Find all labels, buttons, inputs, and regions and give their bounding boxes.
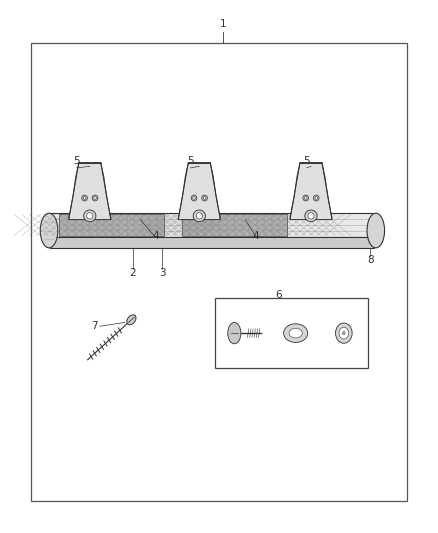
Text: 4: 4: [152, 231, 159, 240]
Text: 4: 4: [253, 231, 260, 240]
Polygon shape: [59, 214, 164, 236]
Text: 3: 3: [159, 268, 166, 278]
Text: 1: 1: [220, 19, 227, 29]
Ellipse shape: [303, 195, 308, 201]
Ellipse shape: [92, 195, 98, 201]
Ellipse shape: [343, 332, 345, 335]
Ellipse shape: [81, 195, 87, 201]
Text: 7: 7: [91, 321, 98, 331]
Ellipse shape: [314, 195, 319, 201]
Ellipse shape: [94, 197, 96, 199]
Text: 2: 2: [129, 268, 136, 278]
Polygon shape: [178, 163, 220, 220]
Ellipse shape: [289, 328, 302, 338]
Text: 5: 5: [303, 156, 310, 166]
Bar: [31, 43, 407, 501]
Ellipse shape: [84, 210, 96, 222]
Ellipse shape: [40, 213, 58, 248]
Ellipse shape: [193, 210, 205, 222]
Polygon shape: [69, 163, 111, 220]
Ellipse shape: [201, 195, 208, 201]
Polygon shape: [290, 163, 332, 220]
Ellipse shape: [304, 197, 307, 199]
Ellipse shape: [339, 327, 349, 339]
Ellipse shape: [193, 197, 195, 199]
Ellipse shape: [367, 213, 385, 248]
Text: 5: 5: [187, 156, 194, 166]
Polygon shape: [182, 214, 287, 236]
Ellipse shape: [336, 323, 352, 343]
Ellipse shape: [315, 197, 318, 199]
Ellipse shape: [191, 195, 197, 201]
Polygon shape: [50, 237, 374, 248]
Ellipse shape: [127, 315, 136, 325]
Bar: [215, 298, 368, 368]
Text: 5: 5: [73, 156, 80, 166]
Ellipse shape: [305, 210, 317, 222]
Text: 8: 8: [367, 255, 374, 264]
Ellipse shape: [83, 197, 86, 199]
Ellipse shape: [203, 197, 206, 199]
Text: 6: 6: [275, 290, 282, 300]
Ellipse shape: [228, 322, 241, 344]
Ellipse shape: [308, 213, 314, 219]
Ellipse shape: [87, 213, 93, 219]
Ellipse shape: [196, 213, 202, 219]
Ellipse shape: [284, 324, 308, 342]
Polygon shape: [50, 213, 374, 237]
